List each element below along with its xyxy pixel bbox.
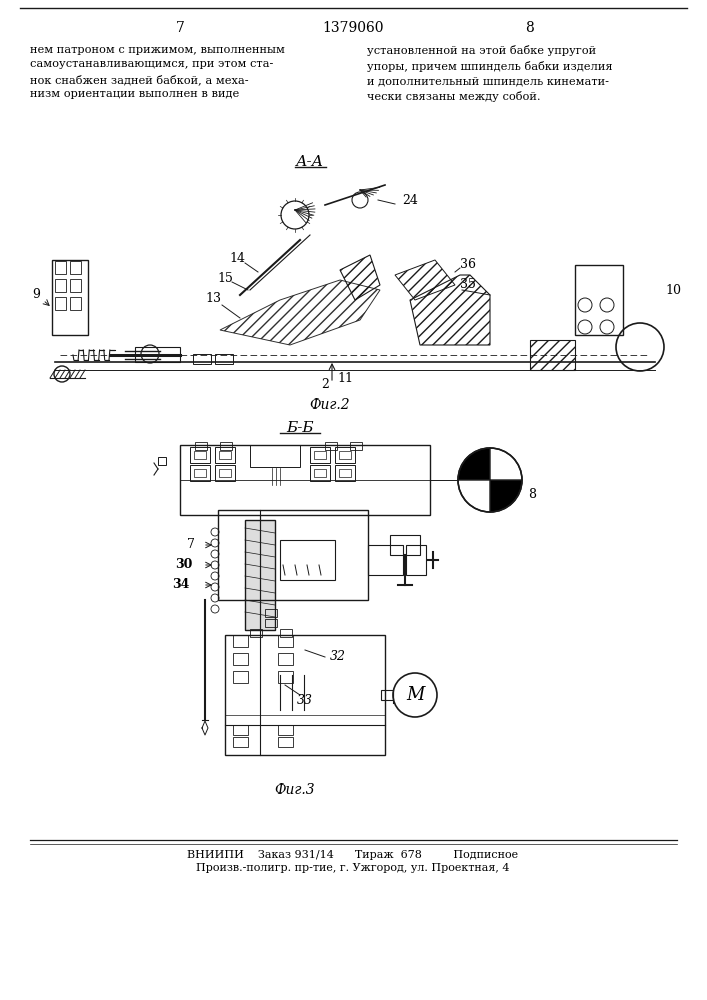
Bar	[233, 737, 248, 747]
Bar	[215, 354, 233, 364]
Text: 24: 24	[402, 194, 418, 207]
Wedge shape	[490, 448, 522, 480]
Bar	[339, 469, 351, 477]
Bar	[233, 725, 248, 735]
Text: M: M	[406, 686, 424, 704]
Bar	[368, 545, 403, 575]
Bar	[70, 297, 81, 310]
Bar	[70, 261, 81, 274]
Bar	[310, 447, 330, 463]
Text: 15: 15	[217, 271, 233, 284]
Wedge shape	[458, 448, 490, 480]
Bar	[135, 347, 180, 362]
Text: Фиг.2: Фиг.2	[310, 398, 350, 412]
Text: 33: 33	[297, 694, 313, 706]
Text: 8: 8	[525, 21, 534, 35]
Bar	[314, 451, 326, 459]
Text: 2: 2	[321, 378, 329, 391]
Text: Фиг.3: Фиг.3	[275, 783, 315, 797]
Bar	[280, 629, 292, 637]
Bar	[220, 442, 232, 450]
Bar	[158, 457, 166, 465]
Text: нем патроном с прижимом, выполненным
самоустанавливающимся, при этом ста-
нок сн: нем патроном с прижимом, выполненным сам…	[30, 45, 285, 99]
Bar	[280, 540, 335, 580]
Bar	[310, 465, 330, 481]
Text: Произв.-полигр. пр-тие, г. Ужгород, ул. Проектная, 4: Произв.-полигр. пр-тие, г. Ужгород, ул. …	[197, 863, 510, 873]
Text: ВНИИПИ    Заказ 931/14      Тираж  678         Подписное: ВНИИПИ Заказ 931/14 Тираж 678 Подписное	[187, 850, 518, 860]
Bar	[390, 535, 420, 555]
Bar	[335, 447, 355, 463]
Text: 11: 11	[337, 371, 353, 384]
Bar	[218, 510, 368, 600]
Bar	[278, 635, 293, 647]
Bar	[190, 447, 210, 463]
Bar	[233, 653, 248, 665]
Bar	[190, 465, 210, 481]
Bar	[278, 653, 293, 665]
Bar	[250, 445, 300, 467]
Text: 14: 14	[229, 251, 245, 264]
Text: 9: 9	[32, 288, 40, 302]
Wedge shape	[490, 480, 522, 512]
Text: 1379060: 1379060	[322, 21, 384, 35]
Bar	[70, 279, 81, 292]
Bar	[55, 279, 66, 292]
Bar	[278, 737, 293, 747]
Bar	[219, 469, 231, 477]
Bar	[381, 690, 393, 700]
Bar	[335, 465, 355, 481]
Text: 34: 34	[173, 578, 190, 591]
Bar	[55, 261, 66, 274]
Bar	[233, 635, 248, 647]
Text: А-А: А-А	[296, 155, 324, 169]
Bar	[406, 545, 426, 575]
Wedge shape	[458, 480, 490, 512]
Bar	[52, 260, 88, 335]
Text: 8: 8	[528, 488, 536, 502]
Text: Б-Б: Б-Б	[286, 421, 314, 435]
Text: установленной на этой бабке упругой
упоры, причем шпиндель бабки изделия
и допол: установленной на этой бабке упругой упор…	[367, 45, 613, 102]
Bar	[225, 635, 385, 755]
Bar	[215, 465, 235, 481]
Bar	[265, 609, 277, 617]
Bar	[215, 447, 235, 463]
Bar	[55, 297, 66, 310]
Text: 7: 7	[175, 21, 185, 35]
Text: 30: 30	[175, 558, 193, 572]
Text: 32: 32	[330, 650, 346, 664]
Text: 36: 36	[460, 258, 476, 271]
Bar	[278, 725, 293, 735]
Bar	[245, 520, 275, 630]
Bar	[325, 442, 337, 450]
Bar	[278, 671, 293, 683]
Bar	[314, 469, 326, 477]
Bar	[339, 451, 351, 459]
Bar	[233, 671, 248, 683]
Bar	[265, 619, 277, 627]
Bar	[250, 629, 262, 637]
Text: 7: 7	[187, 538, 195, 552]
Bar	[193, 354, 211, 364]
Text: 35: 35	[460, 278, 476, 292]
Text: 10: 10	[665, 284, 681, 296]
Bar	[194, 469, 206, 477]
Bar	[180, 445, 430, 515]
Bar	[350, 442, 362, 450]
Text: 13: 13	[205, 292, 221, 304]
Bar	[194, 451, 206, 459]
Bar	[219, 451, 231, 459]
Bar	[195, 442, 207, 450]
Bar	[575, 265, 623, 335]
